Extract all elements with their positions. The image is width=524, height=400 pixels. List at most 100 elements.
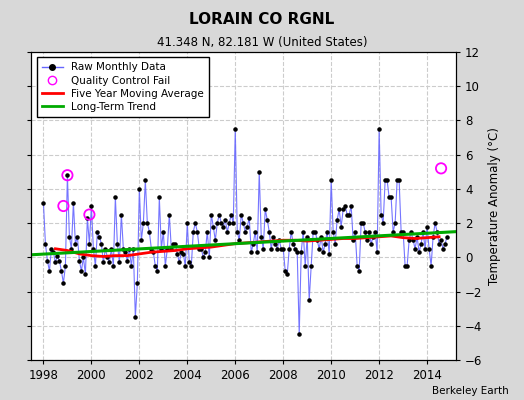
Point <box>57 268 66 274</box>
Point <box>317 234 325 240</box>
Point <box>69 199 78 206</box>
Point <box>415 249 423 256</box>
Point <box>371 228 379 235</box>
Point <box>243 223 252 230</box>
Point <box>305 297 313 303</box>
Point <box>363 237 372 244</box>
Point <box>85 211 94 218</box>
Point <box>275 237 283 244</box>
Legend: Raw Monthly Data, Quality Control Fail, Five Year Moving Average, Long-Term Tren: Raw Monthly Data, Quality Control Fail, … <box>37 57 209 117</box>
Point <box>253 249 261 256</box>
Point <box>289 240 298 247</box>
Point <box>357 220 365 226</box>
Point <box>251 228 259 235</box>
Y-axis label: Temperature Anomaly (°C): Temperature Anomaly (°C) <box>488 127 501 285</box>
Point <box>45 268 53 274</box>
Point <box>59 280 68 286</box>
Point <box>107 246 116 252</box>
Point <box>399 228 407 235</box>
Point <box>281 268 289 274</box>
Point <box>189 228 198 235</box>
Point <box>329 228 337 235</box>
Point <box>295 331 303 338</box>
Point <box>235 237 244 244</box>
Point <box>135 186 144 192</box>
Point <box>313 237 321 244</box>
Point <box>337 223 345 230</box>
Point <box>115 259 124 266</box>
Point <box>53 252 62 259</box>
Point <box>79 254 88 260</box>
Point <box>267 246 276 252</box>
Point <box>153 268 161 274</box>
Point <box>39 199 48 206</box>
Point <box>121 249 129 256</box>
Point <box>393 177 401 184</box>
Point <box>119 246 127 252</box>
Point <box>227 211 235 218</box>
Point <box>131 314 139 320</box>
Point <box>377 211 385 218</box>
Point <box>195 246 203 252</box>
Point <box>323 228 331 235</box>
Point <box>237 211 245 218</box>
Point <box>91 263 100 269</box>
Point <box>241 228 249 235</box>
Point <box>421 246 429 252</box>
Point <box>43 258 52 264</box>
Point <box>359 220 367 226</box>
Point <box>291 246 299 252</box>
Point <box>353 263 362 269</box>
Point <box>333 216 341 223</box>
Point <box>231 126 239 132</box>
Point <box>297 249 305 256</box>
Point <box>439 246 447 252</box>
Point <box>373 249 381 256</box>
Point <box>409 237 417 244</box>
Point <box>397 228 406 235</box>
Point <box>95 234 104 240</box>
Point <box>309 228 318 235</box>
Point <box>257 234 266 240</box>
Point <box>331 240 340 247</box>
Point <box>109 263 117 269</box>
Point <box>163 246 171 252</box>
Point <box>277 246 286 252</box>
Point <box>245 215 254 221</box>
Point <box>437 237 445 244</box>
Point <box>311 228 320 235</box>
Point <box>167 246 176 252</box>
Point <box>351 228 359 235</box>
Point <box>83 215 92 221</box>
Point <box>159 228 168 235</box>
Point <box>303 234 311 240</box>
Point <box>389 228 397 235</box>
Point <box>255 168 264 175</box>
Point <box>427 263 435 269</box>
Point <box>65 234 73 240</box>
Point <box>349 237 357 244</box>
Point <box>169 240 178 247</box>
Point <box>411 246 419 252</box>
Point <box>211 237 220 244</box>
Point <box>335 206 343 213</box>
Point <box>233 228 242 235</box>
Point <box>81 271 90 278</box>
Text: Berkeley Earth: Berkeley Earth <box>432 386 508 396</box>
Point <box>385 194 394 201</box>
Point <box>201 249 210 256</box>
Point <box>391 220 399 226</box>
Point <box>259 246 267 252</box>
Point <box>213 220 222 226</box>
Point <box>193 228 202 235</box>
Point <box>223 228 232 235</box>
Point <box>375 126 384 132</box>
Point <box>347 203 355 209</box>
Point <box>319 249 328 256</box>
Point <box>441 240 449 247</box>
Point <box>419 228 427 235</box>
Point <box>73 234 82 240</box>
Point <box>361 228 369 235</box>
Point <box>435 240 443 247</box>
Point <box>379 220 387 226</box>
